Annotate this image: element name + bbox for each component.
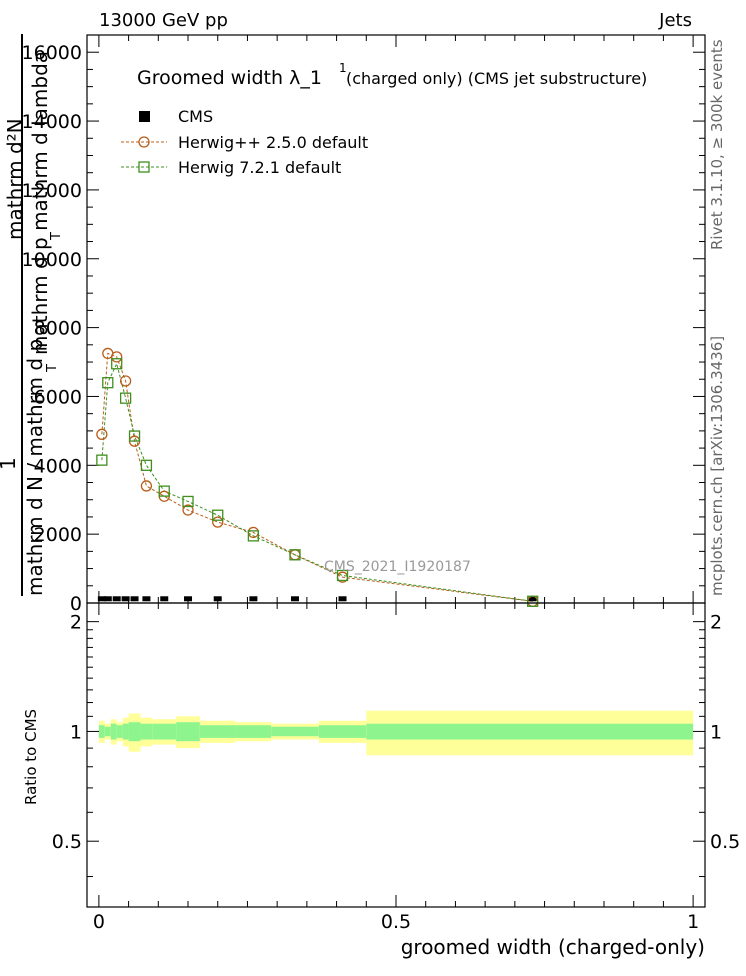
herwig7-point (140, 459, 153, 471)
ratio-band-stat (128, 722, 141, 742)
x-tick-label: 0.5 (381, 911, 411, 933)
herwig7-point (96, 454, 108, 466)
cms-point (184, 596, 193, 602)
cms-point (112, 596, 121, 602)
y-label-numerator-den: mathrm d p mathrm d lambda (28, 51, 52, 355)
chart-title: Groomed width λ_1 1 (charged only) (CMS … (137, 61, 647, 89)
cms-point (338, 596, 347, 602)
ratio-band-stat (110, 723, 117, 740)
cms-point (213, 596, 222, 602)
ratio-band-stat (122, 723, 129, 740)
ratio-band-stat (98, 725, 105, 738)
herwig7-point (212, 509, 224, 521)
y-tick-label: 16000 (22, 42, 82, 64)
legend-marker-herwigpp (138, 136, 150, 148)
herwig7-point (182, 495, 194, 508)
legend-marker-herwig7 (138, 161, 150, 173)
herwigpp-point (182, 504, 194, 516)
herwigpp-point (212, 516, 224, 528)
y-label-denominator-sub: T (45, 364, 60, 373)
y-axis-label-lower: Ratio to CMS (22, 709, 40, 805)
ratio-band-stat (140, 723, 153, 740)
title-sup: 1 (339, 61, 347, 75)
cms-point (528, 596, 537, 602)
x-tick-label: 1 (687, 911, 699, 933)
herwig7-point (111, 358, 123, 370)
y-tick-label: 0 (70, 593, 82, 615)
lower-ticks: 0.5 0.5 1 1 2 2 0 0.5 1 (52, 603, 740, 933)
ratio-y-tick-label: 1 (70, 721, 82, 743)
y-tick-label: 12000 (22, 180, 82, 202)
ratio-band-stat (366, 723, 694, 740)
ratio-band-stat (116, 725, 123, 738)
legend-marker-cms (139, 111, 150, 122)
upper-ticks: 0 2000 4000 6000 8000 10000 12000 14000 16000 (22, 34, 705, 615)
y-label-numerator-sub: T (49, 232, 64, 241)
upper-series (96, 347, 539, 607)
ratio-band-stat (176, 722, 200, 742)
herwigpp-point (96, 428, 108, 440)
ratio-band-stat (318, 725, 367, 738)
y-tick-label: 2000 (34, 524, 82, 546)
herwig7-point (336, 569, 349, 582)
legend-label-cms: CMS (178, 107, 213, 126)
title-rest: (charged only) (CMS jet substructure) (346, 69, 647, 88)
herwig7-point (289, 549, 301, 561)
cms-point (130, 596, 139, 602)
rivet-label: Rivet 3.1.10, ≥ 300k events (708, 39, 726, 250)
y-axis-label-upper: mathrm d²N mathrm d p mathrm d lambda T … (0, 34, 64, 596)
lower-panel: 0.5 0.5 1 1 2 2 0 0.5 1 Ratio to CMS (22, 602, 740, 933)
cms-point (97, 596, 106, 602)
herwig7-point (119, 392, 132, 404)
herwig7-point (158, 485, 170, 497)
watermark: CMS_2021_I1920187 (324, 559, 471, 575)
ratio-band-stat (271, 726, 319, 737)
cms-point (249, 596, 258, 602)
herwigpp-point (119, 375, 132, 387)
y-label-denominator: mathrm d N / mathrm d p (23, 339, 47, 596)
x-tick-label: 0 (93, 911, 105, 933)
ratio-bands (98, 710, 694, 756)
ratio-y-tick-label-right: 0.5 (710, 831, 740, 853)
y-tick-label: 6000 (34, 386, 82, 408)
header-right: Jets (658, 10, 692, 31)
cms-point (121, 596, 130, 602)
y-tick-label: 8000 (34, 318, 82, 340)
herwigpp-point (111, 351, 123, 363)
ratio-y-tick-label-right: 1 (710, 721, 722, 743)
herwig7-point (527, 595, 539, 607)
legend-label-herwigpp: Herwig++ 2.5.0 default (178, 133, 368, 152)
y-tick-label: 14000 (22, 111, 82, 133)
title-main: Groomed width λ_1 (137, 67, 322, 89)
herwig7-point (128, 430, 141, 442)
ratio-band-stat (104, 726, 111, 737)
y-tick-label: 10000 (22, 249, 82, 271)
header-left: 13000 GeV pp (99, 10, 228, 31)
upper-panel: 0 2000 4000 6000 8000 10000 12000 14000 16000 CM… (22, 34, 706, 615)
herwigpp-point (140, 480, 153, 492)
y-tick-label: 4000 (34, 455, 82, 477)
x-axis-label: groomed width (charged-only) (401, 935, 705, 959)
ratio-band-stat (152, 723, 177, 740)
cms-point (290, 596, 299, 602)
ratio-band-stat (199, 725, 236, 738)
y-label-one: 1 (0, 457, 20, 470)
mcplots-label: mcplots.cern.ch [arXiv:1306.3436] (708, 336, 726, 596)
series-line-1 (101, 352, 533, 602)
ratio-band-stat (235, 725, 272, 738)
cms-point (103, 596, 112, 602)
ratio-y-tick-label-right: 2 (710, 612, 722, 634)
herwig7-point (102, 377, 114, 389)
cms-point (160, 596, 169, 602)
ratio-y-tick-label: 0.5 (52, 831, 82, 853)
herwig7-point (247, 530, 260, 542)
ratio-y-tick-label: 2 (70, 612, 82, 634)
cms-point (142, 596, 151, 602)
legend: CMS Herwig++ 2.5.0 default Herwig 7.2.1 … (121, 107, 368, 177)
legend-label-herwig7: Herwig 7.2.1 default (178, 158, 341, 177)
